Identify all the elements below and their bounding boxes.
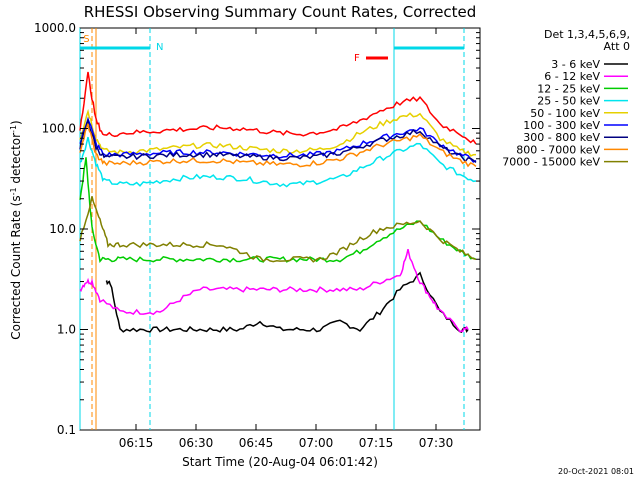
legend-label: 6 - 12 keV	[544, 70, 600, 83]
x-tick-label: 06:15	[119, 436, 154, 450]
series-line	[79, 136, 477, 188]
x-tick-label: 07:15	[359, 436, 394, 450]
legend-label: 50 - 100 keV	[530, 107, 600, 120]
y-axis-ticks: 0.1 1.0 10.0 100.0 1000.0	[34, 21, 480, 437]
y-tick-label: 10.0	[49, 222, 76, 236]
series-line	[79, 157, 477, 263]
y-tick-label: 0.1	[57, 423, 76, 437]
flag-label-n: N	[156, 42, 163, 53]
x-axis-ticks: 06:15 06:30 06:45 07:00 07:15 07:30	[119, 28, 454, 450]
timestamp: 20-Oct-2021 08:01	[558, 467, 634, 476]
legend-label: 3 - 6 keV	[551, 58, 600, 71]
series-line	[79, 71, 477, 145]
x-tick-label: 07:00	[299, 436, 334, 450]
legend-header-line-1: Det 1,3,4,5,6,9,	[544, 28, 630, 41]
legend-label: 100 - 300 keV	[523, 119, 600, 132]
series-line	[79, 108, 477, 157]
plot-frame	[79, 27, 481, 431]
y-tick-label: 100.0	[42, 122, 76, 136]
legend-header-line-2: Att 0	[604, 40, 630, 53]
series-line	[79, 123, 477, 168]
legend-label: 800 - 7000 keV	[516, 143, 600, 156]
x-axis-label: Start Time (20-Aug-04 06:01:42)	[182, 455, 378, 469]
series-line	[79, 116, 477, 163]
series-line	[105, 271, 469, 334]
series-line	[79, 118, 477, 163]
chart-title: RHESSI Observing Summary Count Rates, Co…	[84, 3, 477, 21]
legend-label: 12 - 25 keV	[537, 82, 600, 95]
x-tick-label: 06:45	[239, 436, 274, 450]
y-tick-label: 1000.0	[34, 21, 76, 35]
flag-label-s: S	[83, 34, 89, 45]
x-tick-label: 07:30	[419, 436, 454, 450]
series-line	[79, 196, 477, 263]
series-line	[79, 249, 469, 333]
flag-label-f: F	[354, 53, 360, 64]
plot-area: S N F	[79, 27, 481, 431]
y-tick-label: 1.0	[57, 323, 76, 337]
legend-label: 300 - 800 keV	[523, 131, 600, 144]
y-axis-label: Corrected Count Rate (s-1 detector-1)	[9, 120, 24, 339]
legend-label: 25 - 50 keV	[537, 95, 600, 108]
x-tick-label: 06:30	[179, 436, 214, 450]
legend-label: 7000 - 15000 keV	[502, 156, 600, 169]
